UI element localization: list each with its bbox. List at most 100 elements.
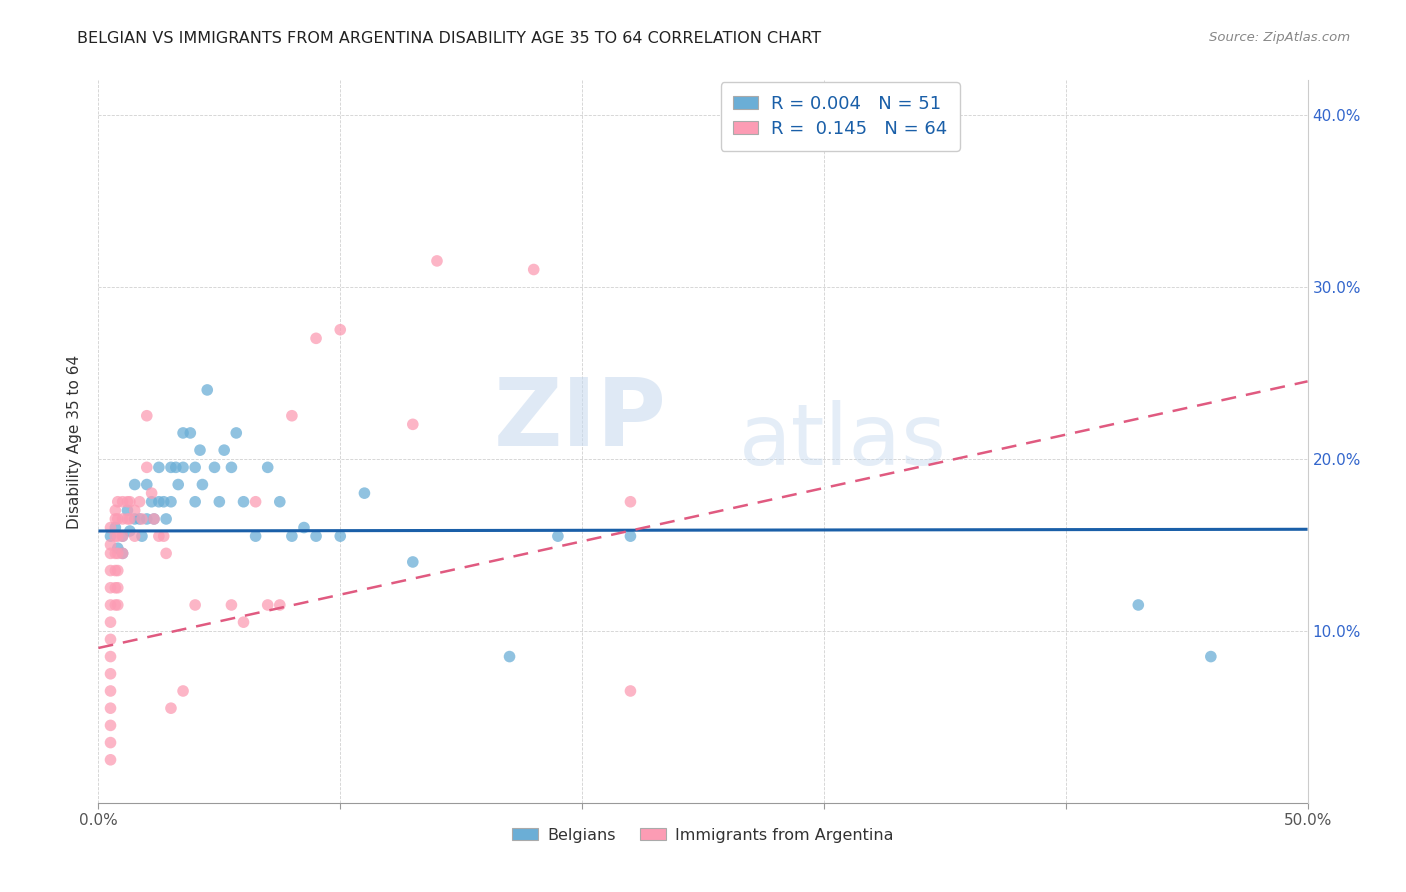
Point [118, 494, 141, 508]
Point [148, 494, 170, 508]
Point [184, 598, 207, 612]
Point [221, 460, 243, 475]
Point [402, 555, 425, 569]
Point [256, 598, 278, 612]
Point [100, 546, 122, 560]
Point [1199, 649, 1222, 664]
Legend: Belgians, Immigrants from Argentina: Belgians, Immigrants from Argentina [506, 822, 900, 849]
Point [111, 494, 134, 508]
Point [269, 598, 291, 612]
Point [232, 494, 254, 508]
Point [124, 477, 146, 491]
Point [107, 546, 129, 560]
Point [128, 494, 150, 508]
Point [212, 443, 235, 458]
Point [124, 512, 146, 526]
Point [329, 529, 352, 543]
Point [100, 520, 122, 534]
Point [305, 331, 328, 345]
Point [104, 529, 127, 543]
Point [619, 529, 641, 543]
Point [292, 520, 315, 534]
Point [547, 529, 569, 543]
Point [305, 529, 328, 543]
Point [107, 598, 129, 612]
Point [104, 564, 127, 578]
Point [104, 598, 127, 612]
Point [402, 417, 425, 432]
Point [281, 529, 304, 543]
Point [107, 541, 129, 556]
Point [111, 529, 134, 543]
Point [111, 512, 134, 526]
Point [124, 503, 146, 517]
Point [152, 494, 174, 508]
Point [104, 581, 127, 595]
Text: BELGIAN VS IMMIGRANTS FROM ARGENTINA DISABILITY AGE 35 TO 64 CORRELATION CHART: BELGIAN VS IMMIGRANTS FROM ARGENTINA DIS… [77, 31, 821, 46]
Point [135, 477, 157, 491]
Point [100, 615, 122, 630]
Point [100, 538, 122, 552]
Point [100, 718, 122, 732]
Point [100, 666, 122, 681]
Point [100, 529, 122, 543]
Point [1128, 598, 1150, 612]
Point [148, 529, 170, 543]
Point [107, 512, 129, 526]
Point [188, 443, 211, 458]
Point [100, 684, 122, 698]
Point [143, 512, 166, 526]
Point [141, 494, 163, 508]
Point [245, 494, 267, 508]
Point [160, 460, 183, 475]
Point [117, 503, 139, 517]
Point [204, 460, 226, 475]
Point [269, 494, 291, 508]
Point [107, 581, 129, 595]
Text: atlas: atlas [740, 400, 948, 483]
Point [619, 494, 641, 508]
Point [111, 546, 134, 560]
Text: ZIP: ZIP [494, 374, 666, 466]
Y-axis label: Disability Age 35 to 64: Disability Age 35 to 64 [67, 354, 83, 529]
Point [619, 684, 641, 698]
Point [118, 524, 141, 538]
Point [191, 477, 214, 491]
Point [353, 486, 375, 500]
Point [167, 477, 190, 491]
Point [124, 529, 146, 543]
Point [498, 649, 520, 664]
Point [135, 512, 157, 526]
Point [118, 512, 141, 526]
Point [104, 503, 127, 517]
Point [225, 425, 247, 440]
Point [104, 546, 127, 560]
Point [221, 598, 243, 612]
Point [523, 262, 546, 277]
Point [426, 253, 449, 268]
Point [160, 494, 183, 508]
Point [131, 512, 153, 526]
Point [104, 520, 127, 534]
Point [245, 529, 267, 543]
Point [107, 564, 129, 578]
Point [160, 701, 183, 715]
Point [172, 425, 194, 440]
Point [111, 546, 134, 560]
Point [100, 649, 122, 664]
Point [135, 409, 157, 423]
Point [141, 486, 163, 500]
Point [165, 460, 187, 475]
Point [208, 494, 231, 508]
Point [232, 615, 254, 630]
Point [100, 564, 122, 578]
Text: Source: ZipAtlas.com: Source: ZipAtlas.com [1209, 31, 1350, 45]
Point [100, 701, 122, 715]
Point [107, 494, 129, 508]
Point [131, 529, 153, 543]
Point [100, 753, 122, 767]
Point [281, 409, 304, 423]
Point [184, 460, 207, 475]
Point [100, 581, 122, 595]
Point [128, 512, 150, 526]
